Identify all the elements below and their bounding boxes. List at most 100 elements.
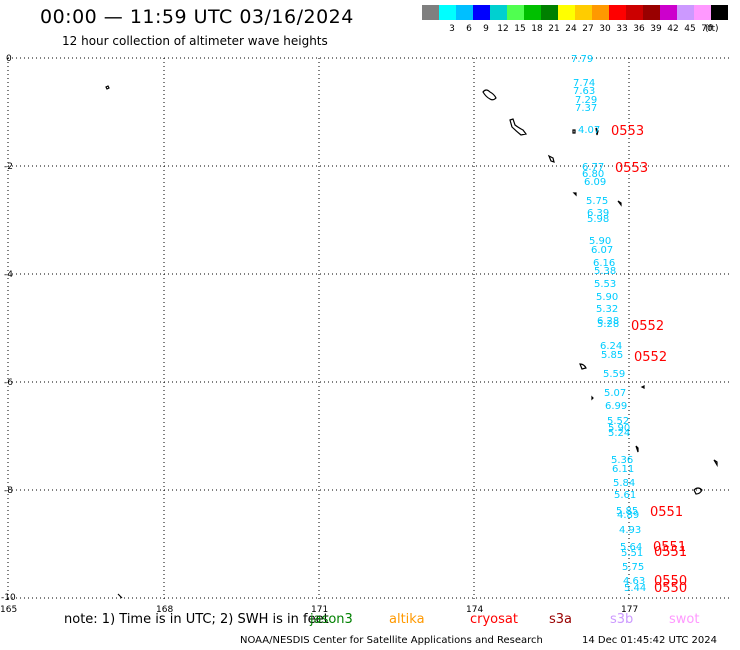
lat-tick-label: -2 — [4, 162, 13, 172]
legend-label: 6 — [466, 24, 472, 34]
color-scale-legend: 3 6 9 12 15 18 21 24 27 30 33 36 39 42 45 70 — [422, 5, 728, 34]
wave-height-value: 5.59 — [603, 369, 625, 380]
legend-swatch — [558, 5, 575, 20]
wave-height-value: 5.07 — [604, 388, 626, 399]
wave-height-value: 7.37 — [575, 103, 597, 114]
wave-height-value: 5.85 — [616, 506, 638, 517]
wave-height-value: 6.09 — [584, 177, 606, 188]
island-outline-icon — [105, 85, 718, 599]
legend-swatch — [524, 5, 541, 20]
legend-swatch — [660, 5, 677, 20]
legend-label: 27 — [582, 24, 593, 34]
satellite-label-jason3: jason3 — [310, 612, 353, 627]
wave-height-value: 6.24 — [600, 341, 622, 352]
legend-label: 33 — [616, 24, 627, 34]
legend-label: 45 — [684, 24, 695, 34]
wave-height-value: 5.90 — [589, 236, 611, 247]
pass-time-label: 0551 — [653, 540, 686, 555]
lat-tick-label: 0 — [6, 54, 12, 64]
pass-time-label: 0551 — [654, 545, 687, 560]
wave-height-value: 6.77 — [582, 162, 604, 173]
legend-label: 42 — [667, 24, 678, 34]
wave-height-value: 4.93 — [619, 525, 641, 536]
legend-swatch — [473, 5, 490, 20]
wave-height-value: 5.84 — [613, 478, 635, 489]
satellite-label-cryosat: cryosat — [470, 612, 518, 627]
legend-swatch — [439, 5, 456, 20]
lon-tick-label: 171 — [311, 605, 328, 615]
wave-height-value: 5.32 — [596, 304, 618, 315]
pass-time-label: 0553 — [611, 124, 644, 139]
legend-swatch — [575, 5, 592, 20]
wave-height-value: 5.75 — [622, 562, 644, 573]
wave-height-value: 5.90 — [608, 423, 630, 434]
wave-height-value: 7.63 — [573, 86, 595, 97]
wave-height-value: 5.38 — [594, 266, 616, 277]
lat-tick-label: -10 — [1, 593, 16, 603]
pass-time-label: 0552 — [634, 350, 667, 365]
legend-label: 15 — [514, 24, 525, 34]
legend-swatch — [694, 5, 711, 20]
legend-swatch — [609, 5, 626, 20]
lat-tick-label: -4 — [4, 270, 13, 280]
wave-height-value: 4.89 — [617, 510, 639, 521]
note-text: note: 1) Time is in UTC; 2) SWH is in fe… — [64, 612, 329, 627]
legend-swatch — [592, 5, 609, 20]
legend-swatch — [456, 5, 473, 20]
lon-tick-label: 174 — [466, 605, 483, 615]
lat-tick-label: -8 — [4, 486, 13, 496]
lon-tick-label: 165 — [0, 605, 17, 615]
wave-height-value: 5.36 — [611, 455, 633, 466]
wave-height-value: 6.39 — [587, 208, 609, 219]
legend-swatch — [643, 5, 660, 20]
legend-swatch — [541, 5, 558, 20]
wave-height-value: 5.53 — [594, 279, 616, 290]
wave-height-value: 7.74 — [573, 78, 595, 89]
satellite-label-altika: altika — [389, 612, 425, 627]
wave-height-value: 5.52 — [607, 416, 629, 427]
wave-height-value: 7.79 — [571, 54, 593, 65]
footer-timestamp: 14 Dec 01:45:42 UTC 2024 — [582, 635, 717, 646]
wave-height-value: 6.11 — [612, 464, 634, 475]
legend-label: 24 — [565, 24, 577, 34]
satellite-label-s3b: s3b — [610, 612, 634, 627]
legend-label: 3 — [449, 24, 455, 34]
legend-label: 30 — [599, 24, 611, 34]
lon-tick-label: 177 — [621, 605, 638, 615]
footer-credit: NOAA/NESDIS Center for Satellite Applica… — [240, 635, 543, 646]
pass-time-label: 0551 — [650, 505, 683, 520]
wave-height-value: 6.16 — [593, 258, 615, 269]
pass-time-label: 0552 — [631, 319, 664, 334]
lat-lon-grid — [7, 57, 730, 600]
legend-label: 39 — [650, 24, 662, 34]
lat-tick-label: -6 — [4, 378, 13, 388]
wave-height-value: 5.28 — [597, 319, 619, 330]
wave-height-value: 5.51 — [621, 548, 643, 559]
legend-swatch — [507, 5, 524, 20]
wave-height-value: 6.99 — [605, 401, 627, 412]
legend-label: 12 — [497, 24, 508, 34]
wave-height-value: 5.85 — [601, 350, 623, 361]
legend-swatch — [626, 5, 643, 20]
map-subtitle: 12 hour collection of altimeter wave hei… — [62, 34, 328, 48]
map-title: 00:00 — 11:59 UTC 03/16/2024 — [40, 6, 354, 28]
altimeter-track-values: 7.79 7.747.637.297.37 4.07 6.776.806.09 5.75… — [571, 54, 646, 594]
wave-height-value: 5.90 — [596, 292, 618, 303]
wave-height-value: 5.98 — [587, 214, 609, 225]
legend-label: 36 — [633, 24, 645, 34]
satellite-label-s3a: s3a — [549, 612, 573, 627]
legend-swatch — [422, 5, 439, 20]
wave-height-value: 6.28 — [597, 316, 619, 327]
wave-height-value: 6.07 — [591, 245, 613, 256]
wave-height-value: 5.24 — [608, 428, 630, 439]
wave-height-value: 5.61 — [614, 490, 636, 501]
wave-height-value: 5.44 — [624, 583, 646, 594]
wave-height-value: 7.29 — [575, 95, 597, 106]
pass-time-label: 0550 — [654, 574, 687, 589]
wave-height-value: 5.75 — [586, 196, 608, 207]
pass-time-label: 0550 — [654, 581, 687, 596]
wave-height-value: 4.63 — [623, 576, 645, 587]
legend-swatch — [677, 5, 694, 20]
legend-unit: (ft) — [705, 24, 719, 34]
